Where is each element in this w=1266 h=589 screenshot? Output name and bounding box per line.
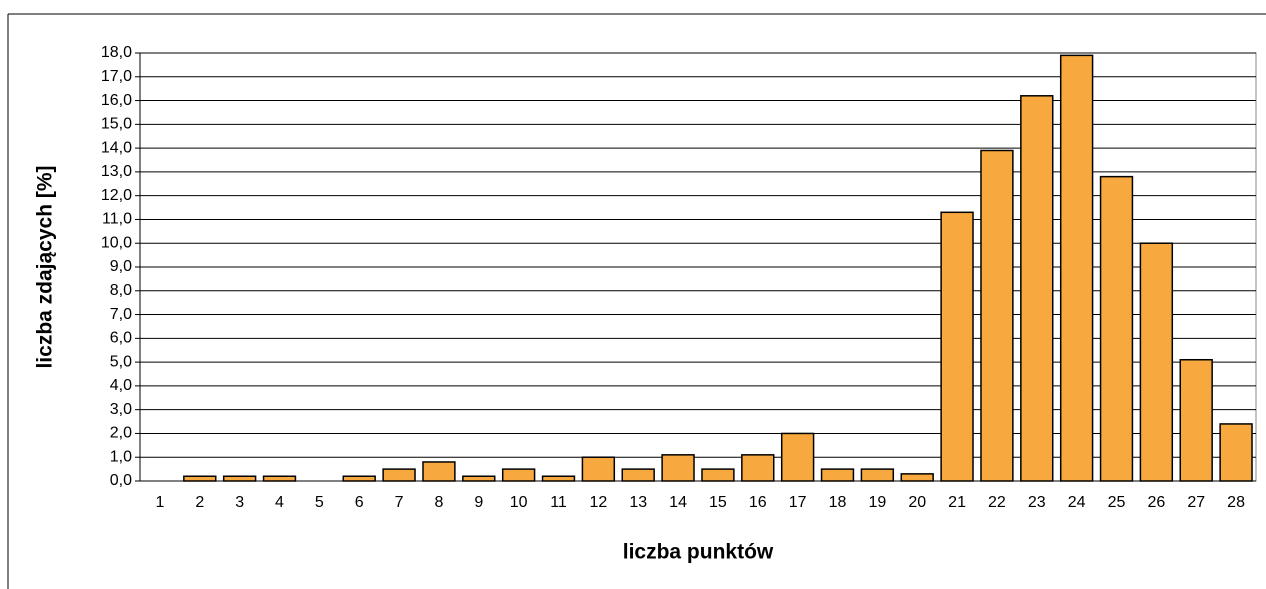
y-tick-label: 3,0 bbox=[110, 401, 132, 418]
bar bbox=[541, 475, 576, 482]
x-axis-label: liczba punktów bbox=[623, 541, 774, 564]
x-tick-label: 24 bbox=[1068, 494, 1086, 511]
y-axis-label: liczba zdających [%] bbox=[34, 165, 57, 368]
y-tick-label: 10,0 bbox=[101, 234, 132, 251]
y-tick-label: 6,0 bbox=[110, 330, 132, 347]
y-tick-label: 18,0 bbox=[101, 44, 132, 61]
y-tick-label: 2,0 bbox=[110, 425, 132, 442]
y-tick-label: 17,0 bbox=[101, 68, 132, 85]
bar bbox=[780, 432, 815, 482]
x-tick-label: 8 bbox=[434, 494, 443, 511]
bar bbox=[1099, 175, 1134, 482]
bar bbox=[382, 468, 416, 482]
x-tick-label: 2 bbox=[195, 494, 204, 511]
y-tick-label: 14,0 bbox=[101, 139, 132, 156]
bar bbox=[1059, 54, 1094, 482]
bar bbox=[621, 468, 655, 482]
x-tick-label: 16 bbox=[749, 494, 767, 511]
x-tick-label: 1 bbox=[155, 494, 164, 511]
x-tick-label: 5 bbox=[315, 494, 324, 511]
bar bbox=[661, 454, 695, 482]
bar bbox=[342, 475, 376, 482]
x-tick-label: 12 bbox=[589, 494, 607, 511]
bar bbox=[422, 461, 456, 482]
bar bbox=[1020, 95, 1054, 482]
bar bbox=[1139, 242, 1174, 482]
x-tick-label: 26 bbox=[1147, 494, 1165, 511]
x-tick-label: 15 bbox=[709, 494, 727, 511]
y-tick-label: 7,0 bbox=[110, 306, 132, 323]
bar bbox=[980, 149, 1014, 482]
x-tick-label: 17 bbox=[789, 494, 807, 511]
x-tick-label: 28 bbox=[1227, 494, 1245, 511]
bar bbox=[581, 456, 616, 482]
x-tick-label: 11 bbox=[550, 494, 567, 511]
y-tick-label: 4,0 bbox=[110, 377, 132, 394]
bar bbox=[900, 473, 934, 482]
x-tick-label: 10 bbox=[510, 494, 528, 511]
x-tick-label: 13 bbox=[629, 494, 647, 511]
bar bbox=[462, 475, 496, 482]
x-tick-label: 14 bbox=[669, 494, 687, 511]
x-tick-label: 6 bbox=[355, 494, 364, 511]
bar bbox=[262, 475, 297, 482]
x-tick-label: 4 bbox=[275, 494, 284, 511]
x-tick-label: 18 bbox=[829, 494, 847, 511]
y-tick-label: 1,0 bbox=[110, 448, 132, 465]
x-tick-label: 21 bbox=[948, 494, 966, 511]
bar bbox=[741, 454, 775, 482]
y-tick-label: 9,0 bbox=[110, 258, 132, 275]
y-tick-label: 12,0 bbox=[101, 187, 132, 204]
bar bbox=[183, 475, 217, 482]
x-tick-label: 9 bbox=[474, 494, 483, 511]
bar bbox=[1179, 358, 1213, 482]
y-tick-label: 16,0 bbox=[101, 92, 132, 109]
bar bbox=[1219, 423, 1253, 482]
bar bbox=[860, 468, 895, 482]
x-tick-label: 27 bbox=[1187, 494, 1205, 511]
x-tick-label: 23 bbox=[1028, 494, 1046, 511]
x-tick-label: 22 bbox=[988, 494, 1006, 511]
bar bbox=[222, 475, 257, 482]
x-tick-label: 20 bbox=[908, 494, 926, 511]
x-tick-label: 19 bbox=[868, 494, 886, 511]
x-tick-label: 7 bbox=[395, 494, 404, 511]
bar bbox=[501, 468, 536, 482]
bar bbox=[701, 468, 735, 482]
y-tick-label: 5,0 bbox=[110, 353, 132, 370]
bar bbox=[940, 211, 974, 482]
y-tick-label: 11,0 bbox=[102, 211, 132, 228]
y-tick-label: 15,0 bbox=[101, 116, 132, 133]
y-tick-label: 8,0 bbox=[110, 282, 132, 299]
x-tick-label: 25 bbox=[1108, 494, 1126, 511]
y-tick-label: 13,0 bbox=[101, 163, 132, 180]
bar bbox=[820, 468, 855, 482]
x-tick-label: 3 bbox=[235, 494, 244, 511]
y-tick-label: 0,0 bbox=[110, 472, 132, 489]
